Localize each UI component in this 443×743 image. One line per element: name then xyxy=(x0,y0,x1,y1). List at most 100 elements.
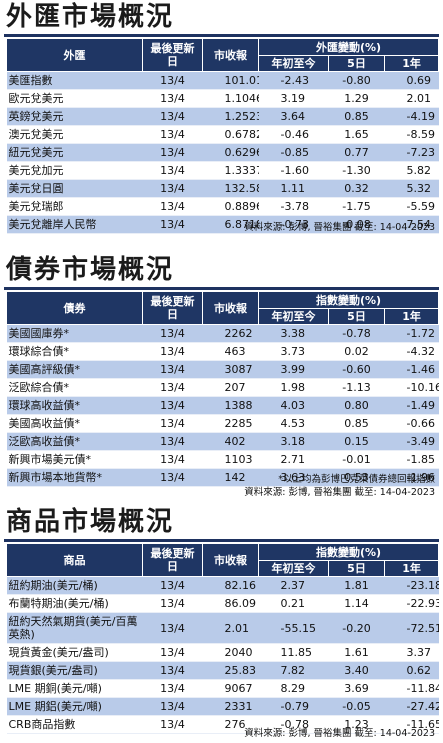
commodity-title-underline xyxy=(4,539,439,542)
row-name: LME 期鋁(美元/噸) xyxy=(6,697,143,716)
row-quote: 2331 xyxy=(202,697,259,716)
table-row: 新興市場美元債* 13/4 1103 2.71 -0.01 -1.85 xyxy=(6,450,439,469)
row-name: 美國國庫券* xyxy=(6,324,143,343)
row-last-update: 13/4 xyxy=(142,576,203,595)
row-quote: 276 xyxy=(202,715,259,734)
row-quote: 2285 xyxy=(202,414,259,433)
row-last-update: 13/4 xyxy=(142,179,203,198)
row-ytd-change: 8.29 xyxy=(258,679,329,698)
row-1y-change: -3.49 xyxy=(384,432,439,451)
row-last-update: 13/4 xyxy=(142,612,203,644)
row-last-update: 13/4 xyxy=(142,432,203,451)
row-quote: 1.1046 xyxy=(202,89,259,108)
row-ytd-change: -2.43 xyxy=(258,71,329,90)
row-quote: 2.01 xyxy=(202,612,259,644)
row-1y-change: 3.37 xyxy=(384,643,439,662)
row-quote: 463 xyxy=(202,342,259,361)
row-quote: 3087 xyxy=(202,360,259,379)
bond-title-underline xyxy=(4,287,439,290)
row-1y-change: -11.65 xyxy=(384,715,439,734)
row-5d-change: -1.30 xyxy=(328,161,385,180)
commodity-table: 商品 最後更新日 市收報 指數變動(%) 年初至今 5日 1年 紐約期油(美元/… xyxy=(6,543,440,734)
row-last-update: 13/4 xyxy=(142,342,203,361)
row-quote: 142 xyxy=(202,468,259,487)
row-1y-change: 2.01 xyxy=(384,89,439,108)
commodity-section-title: 商品市場概況 xyxy=(6,507,175,537)
row-5d-change: 1.14 xyxy=(328,594,385,613)
row-name: 美元兌離岸人民幣 xyxy=(6,215,143,234)
row-ytd-change: 3.64 xyxy=(258,107,329,126)
fx-header-last-update: 最後更新日 xyxy=(142,38,203,72)
row-name: 現貨黃金(美元/盎司) xyxy=(6,643,143,662)
row-ytd-change: 1.11 xyxy=(258,179,329,198)
bond-header-1y: 1年 xyxy=(383,308,440,325)
row-quote: 101.01 xyxy=(202,71,259,90)
table-row: 泛歐綜合債* 13/4 207 1.98 -1.13 -10.16 xyxy=(6,378,439,397)
row-5d-change: 3.69 xyxy=(328,679,385,698)
commodity-header-change-group: 指數變動(%) xyxy=(257,543,440,561)
row-5d-change: -0.20 xyxy=(328,612,385,644)
table-row: 美國國庫券* 13/4 2262 3.38 -0.78 -1.72 xyxy=(6,324,439,343)
row-quote: 9067 xyxy=(202,679,259,698)
row-quote: 82.16 xyxy=(202,576,259,595)
row-quote: 132.58 xyxy=(202,179,259,198)
table-row: 美國高收益債* 13/4 2285 4.53 0.85 -0.66 xyxy=(6,414,439,433)
commodity-header-quote: 市收報 xyxy=(202,543,259,577)
row-5d-change: 0.32 xyxy=(328,179,385,198)
row-1y-change: -0.66 xyxy=(384,414,439,433)
row-5d-change: 0.77 xyxy=(328,143,385,162)
table-row: 布蘭特期油(美元/桶) 13/4 86.09 0.21 1.14 -22.93 xyxy=(6,594,439,613)
row-5d-change: 1.23 xyxy=(328,715,385,734)
row-last-update: 13/4 xyxy=(142,661,203,680)
bond-footnote: *以上均為彭博巴克萊債券總回報指數 xyxy=(278,474,435,485)
row-quote: 86.09 xyxy=(202,594,259,613)
row-quote: 0.6296 xyxy=(202,143,259,162)
row-ytd-change: 2.37 xyxy=(258,576,329,595)
commodity-table-body: 紐約期油(美元/桶) 13/4 82.16 2.37 1.81 -23.18 布蘭特期油(美… xyxy=(6,576,439,734)
row-5d-change: 0.80 xyxy=(328,396,385,415)
row-1y-change: -23.18 xyxy=(384,576,439,595)
row-1y-change: -1.85 xyxy=(384,450,439,469)
fx-header-ytd: 年初至今 xyxy=(258,55,329,72)
row-5d-change: 0.02 xyxy=(328,342,385,361)
row-last-update: 13/4 xyxy=(142,125,203,144)
row-quote: 402 xyxy=(202,432,259,451)
fx-header-quote: 市收報 xyxy=(202,38,259,72)
row-1y-change: -1.72 xyxy=(384,324,439,343)
row-1y-change: -72.51 xyxy=(384,612,439,644)
bond-source-note: 資料來源: 彭博, 晉裕集團 截至: 14-04-2023 xyxy=(244,487,435,498)
bond-section-title: 債券市場概況 xyxy=(6,255,175,285)
row-name: 美元兌日圓 xyxy=(6,179,143,198)
row-name: 泛歐高收益債* xyxy=(6,432,143,451)
row-ytd-change: -0.79 xyxy=(258,697,329,716)
row-last-update: 13/4 xyxy=(142,679,203,698)
row-name: 美國高評級債* xyxy=(6,360,143,379)
row-last-update: 13/4 xyxy=(142,197,203,216)
commodity-header-last-update: 最後更新日 xyxy=(142,543,203,577)
bond-header-name: 債券 xyxy=(6,291,143,325)
row-1y-change: 7.54 xyxy=(384,215,439,234)
row-5d-change: -0.08 xyxy=(328,215,385,234)
row-last-update: 13/4 xyxy=(142,396,203,415)
row-quote: 2040 xyxy=(202,643,259,662)
row-name: 環球高收益債* xyxy=(6,396,143,415)
row-ytd-change: -55.15 xyxy=(258,612,329,644)
row-1y-change: 5.32 xyxy=(384,179,439,198)
row-name: 新興市場本地貨幣* xyxy=(6,468,143,487)
row-last-update: 13/4 xyxy=(142,107,203,126)
row-ytd-change: -0.85 xyxy=(258,143,329,162)
row-ytd-change: 3.38 xyxy=(258,324,329,343)
row-5d-change: 3.40 xyxy=(328,661,385,680)
row-1y-change: -1.46 xyxy=(384,360,439,379)
row-ytd-change: 3.99 xyxy=(258,360,329,379)
row-1y-change: 0.62 xyxy=(384,661,439,680)
commodity-header-1y: 1年 xyxy=(383,560,440,577)
row-last-update: 13/4 xyxy=(142,143,203,162)
row-1y-change: -10.16 xyxy=(384,378,439,397)
fx-header-change-group: 外匯變動(%) xyxy=(257,38,440,56)
row-ytd-change: 1.98 xyxy=(258,378,329,397)
